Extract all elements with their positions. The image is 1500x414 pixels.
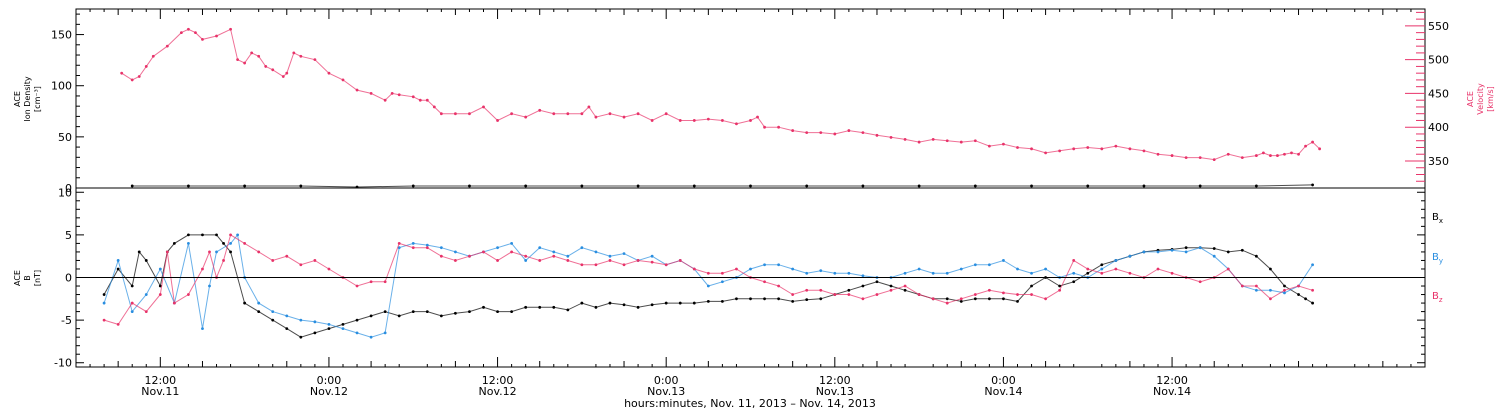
bottom-left-tick-label-4: 10 <box>58 186 72 199</box>
bottom-series-By-line <box>103 233 1314 338</box>
legend: Bx By Bz <box>1432 212 1443 304</box>
x-axis-label: hours:minutes, Nov. 11, 2013 – Nov. 14, … <box>624 397 876 410</box>
top-right-tick-label-2: 450 <box>1428 87 1449 100</box>
legend-bz: Bz <box>1432 291 1443 304</box>
top-left-ylabel-line2: Ion Density <box>23 76 32 122</box>
top-panel-frame <box>75 8 1426 189</box>
x-tick-date-2: Nov.12 <box>479 385 517 398</box>
x-tick-time-1: 0:00 <box>317 374 342 387</box>
x-tick-time-0: 12:00 <box>144 374 176 387</box>
top-left-ylabel: ACE Ion Density [cm⁻³] <box>13 76 42 122</box>
top-right-ylabel-line1: ACE <box>1466 91 1475 107</box>
top-left-tick-label-2: 100 <box>51 80 72 93</box>
top-right-ylabel-line3: [km/s] <box>1486 86 1495 112</box>
x-tick-date-1: Nov.12 <box>310 385 348 398</box>
top-left-tick-label-0: 0 <box>65 182 72 195</box>
x-tick-time-2: 12:00 <box>482 374 514 387</box>
bottom-left-ylabel-line2: B <box>23 275 32 281</box>
top-left-tick-label-3: 150 <box>51 29 72 42</box>
bottom-panel-marks <box>102 233 1314 339</box>
bottom-left-ylabel-line1: ACE <box>13 270 22 286</box>
bottom-left-ylabel: ACE B [nT] <box>13 270 42 286</box>
x-tick-date-5: Nov.14 <box>984 385 1022 398</box>
top-left-tick-label-1: 50 <box>58 131 72 144</box>
top-right-tick-label-1: 400 <box>1428 121 1449 134</box>
top-series-1-line <box>121 28 1320 161</box>
bottom-left-tick-label-2: 0 <box>65 272 72 285</box>
bottom-left-tick-label-1: -5 <box>61 314 72 327</box>
top-right-tick-label-3: 500 <box>1428 54 1449 67</box>
x-tick-time-5: 0:00 <box>991 374 1016 387</box>
top-right-ylabel-line2: Velocity <box>1476 83 1485 115</box>
top-right-tick-label-4: 550 <box>1428 20 1449 33</box>
bottom-left-ylabel-line3: [nT] <box>33 270 42 286</box>
top-right-tick-label-0: 350 <box>1428 155 1449 168</box>
x-tick-time-6: 12:00 <box>1156 374 1188 387</box>
legend-bx: Bx <box>1432 212 1443 225</box>
axes-layer: 050100150350400450500550-10-5051012:00No… <box>51 9 1449 398</box>
top-left-ylabel-line1: ACE <box>13 91 22 107</box>
legend-by: By <box>1432 252 1443 265</box>
top-left-ylabel-line3: [cm⁻³] <box>33 86 42 112</box>
bottom-left-tick-label-3: 5 <box>65 229 72 242</box>
x-tick-date-0: Nov.11 <box>141 385 179 398</box>
bottom-left-tick-label-0: -10 <box>54 357 72 370</box>
x-tick-time-3: 0:00 <box>654 374 679 387</box>
x-tick-time-4: 12:00 <box>819 374 851 387</box>
bottom-series-Bz-line <box>103 234 1313 325</box>
top-right-ylabel: ACE Velocity [km/s] <box>1466 83 1495 115</box>
top-panel-marks <box>120 27 1322 189</box>
top-series-0-line <box>132 184 1313 188</box>
x-tick-date-6: Nov.14 <box>1153 385 1191 398</box>
x-tick-date-3: Nov.13 <box>647 385 685 398</box>
x-tick-date-4: Nov.13 <box>816 385 854 398</box>
